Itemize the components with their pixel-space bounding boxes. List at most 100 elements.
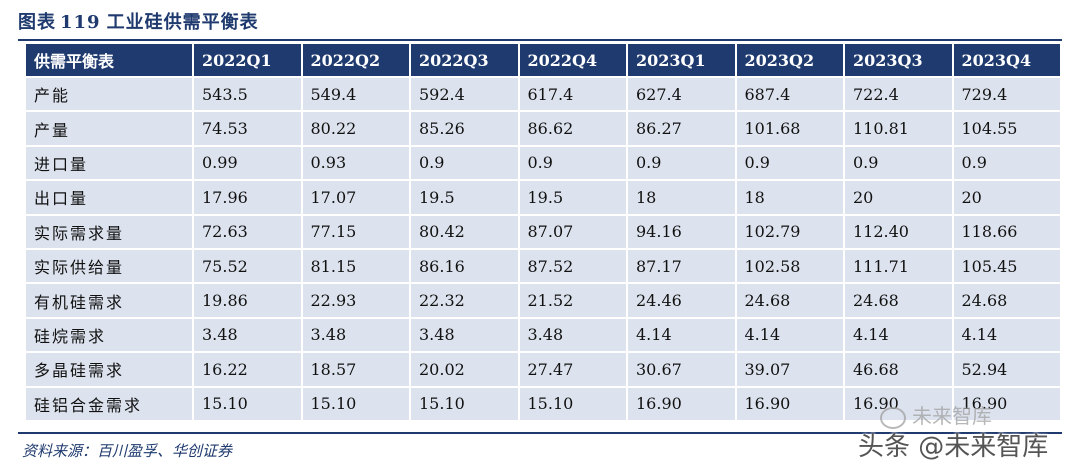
value-cell: 15.10 [517,385,628,422]
value-cell: 16.22 [192,351,303,388]
row-label-cell: 出口量 [24,179,194,216]
value-cell: 74.53 [192,110,303,147]
row-label-cell: 硅烷需求 [24,316,194,354]
row-label-cell: 多晶硅需求 [24,351,194,388]
table-row: 进口量 0.99 0.93 0.9 0.9 0.9 0.9 0.9 0.9 [24,144,1062,182]
value-cell: 4.14 [951,316,1062,354]
header-cell-period: 2023Q3 [843,42,954,78]
value-cell: 94.16 [626,213,737,250]
value-cell: 104.55 [951,110,1062,147]
title-number: 119 [60,12,101,33]
value-cell: 3.48 [517,316,628,354]
value-cell: 80.22 [300,110,411,147]
value-cell: 687.4 [734,75,845,113]
value-cell: 20.02 [409,351,520,388]
row-label-cell: 实际供给量 [24,247,194,285]
value-cell: 101.68 [734,110,845,147]
title-text: 工业硅供需平衡表 [106,12,259,33]
wechat-watermark-text: 未来智库 [912,404,992,428]
value-cell: 16.90 [734,385,845,422]
value-cell: 0.99 [192,144,303,182]
value-cell: 0.9 [843,144,954,182]
row-label-cell: 有机硅需求 [24,282,194,319]
table-row: 产量 74.53 80.22 85.26 86.62 86.27 101.68 110.81 1… [24,110,1062,147]
value-cell: 86.27 [626,110,737,147]
value-cell: 0.9 [517,144,628,182]
value-cell: 549.4 [300,75,411,113]
value-cell: 24.68 [843,282,954,319]
value-cell: 17.07 [300,179,411,216]
value-cell: 80.42 [409,213,520,250]
table-body: 产能 543.5 549.4 592.4 617.4 627.4 687.4 722.4 729… [24,75,1062,422]
title-prefix: 图表 [18,12,56,33]
value-cell: 22.32 [409,282,520,319]
value-cell: 19.5 [517,179,628,216]
value-cell: 72.63 [192,213,303,250]
value-cell: 21.52 [517,282,628,319]
value-cell: 16.90 [951,385,1062,422]
table-title: 图表 119 工业硅供需平衡表 [18,8,259,34]
wechat-icon [880,406,906,429]
title-divider [18,39,1062,41]
table-row: 多晶硅需求 16.22 18.57 20.02 27.47 30.67 39.07 46.68… [24,351,1062,388]
header-cell-period: 2023Q2 [734,42,845,78]
value-cell: 30.67 [626,351,737,388]
value-cell: 627.4 [626,75,737,113]
value-cell: 18 [626,179,737,216]
value-cell: 87.07 [517,213,628,250]
value-cell: 22.93 [300,282,411,319]
value-cell: 18.57 [300,351,411,388]
value-cell: 3.48 [192,316,303,354]
value-cell: 0.9 [951,144,1062,182]
source-note: 资料来源：百川盈孚、华创证券 [22,442,233,460]
header-cell-period: 2023Q4 [951,42,1062,78]
value-cell: 87.17 [626,247,737,285]
value-cell: 85.26 [409,110,520,147]
header-cell-period: 2023Q1 [626,42,737,78]
table-bottom-divider [18,432,1062,434]
table-row: 产能 543.5 549.4 592.4 617.4 627.4 687.4 722.4 729… [24,75,1062,113]
value-cell: 3.48 [409,316,520,354]
header-cell-period: 2022Q2 [300,42,411,78]
header-cell-label: 供需平衡表 [24,42,194,78]
toutiao-watermark: 头条 @未来智库 [858,432,1049,462]
value-cell: 110.81 [843,110,954,147]
value-cell: 3.48 [300,316,411,354]
value-cell: 15.10 [192,385,303,422]
value-cell: 81.15 [300,247,411,285]
value-cell: 17.96 [192,179,303,216]
table-row: 有机硅需求 19.86 22.93 22.32 21.52 24.46 24.68 24.68… [24,282,1062,319]
value-cell: 722.4 [843,75,954,113]
value-cell: 118.66 [951,213,1062,250]
value-cell: 4.14 [626,316,737,354]
value-cell: 729.4 [951,75,1062,113]
value-cell: 0.9 [626,144,737,182]
header-cell-period: 2022Q3 [409,42,520,78]
value-cell: 24.68 [951,282,1062,319]
value-cell: 105.45 [951,247,1062,285]
value-cell: 16.90 [626,385,737,422]
value-cell: 24.68 [734,282,845,319]
table-row: 硅烷需求 3.48 3.48 3.48 3.48 4.14 4.14 4.14 4.14 [24,316,1062,354]
value-cell: 617.4 [517,75,628,113]
value-cell: 19.5 [409,179,520,216]
value-cell: 39.07 [734,351,845,388]
table-header-row: 供需平衡表 2022Q1 2022Q2 2022Q3 2022Q4 2023Q1 2023Q… [24,42,1062,78]
row-label-cell: 产量 [24,110,194,147]
row-label-cell: 硅铝合金需求 [24,385,194,422]
table-row: 实际需求量 72.63 77.15 80.42 87.07 94.16 102.79 112.… [24,213,1062,250]
value-cell: 15.10 [300,385,411,422]
value-cell: 18 [734,179,845,216]
row-label-cell: 产能 [24,75,194,113]
value-cell: 86.16 [409,247,520,285]
table-row: 硅铝合金需求 15.10 15.10 15.10 15.10 16.90 16.90 16.9… [24,385,1062,422]
value-cell: 46.68 [843,351,954,388]
table-row: 实际供给量 75.52 81.15 86.16 87.52 87.17 102.58 111.… [24,247,1062,285]
value-cell: 543.5 [192,75,303,113]
value-cell: 0.93 [300,144,411,182]
value-cell: 52.94 [951,351,1062,388]
wechat-watermark: 未来智库 [880,400,992,429]
header-cell-period: 2022Q4 [517,42,628,78]
value-cell: 77.15 [300,213,411,250]
value-cell: 15.10 [409,385,520,422]
